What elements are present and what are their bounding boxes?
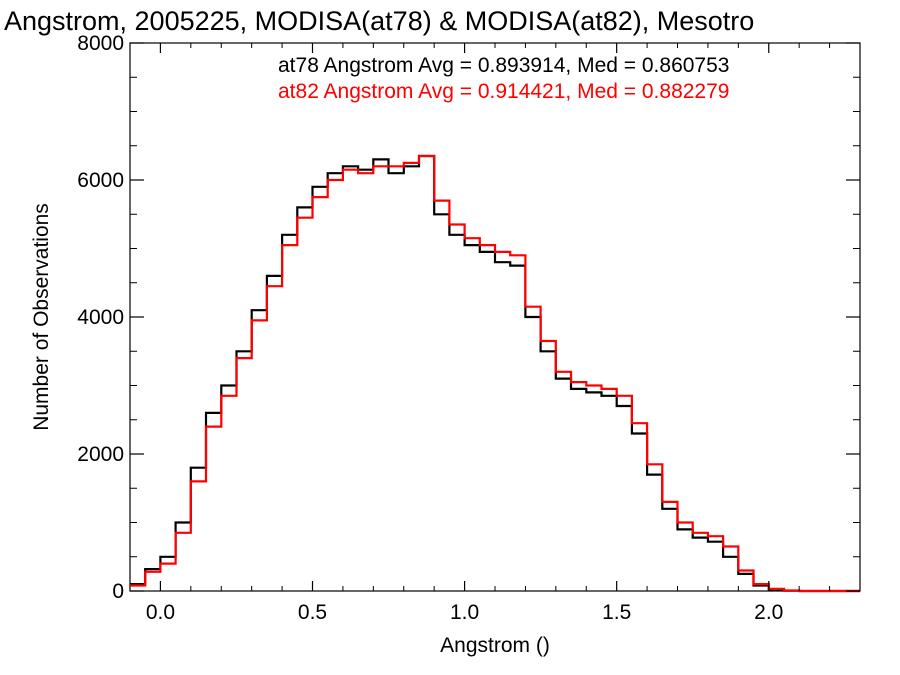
y-tick-label: 4000 <box>77 306 124 329</box>
annotation-at82: at82 Angstrom Avg = 0.914421, Med = 0.88… <box>278 80 729 103</box>
series-line-1 <box>130 154 860 593</box>
x-tick-label: 0.0 <box>146 601 175 624</box>
y-tick-label: 0 <box>112 580 124 603</box>
series-layer <box>130 154 860 593</box>
annotation-at78: at78 Angstrom Avg = 0.893914, Med = 0.86… <box>278 54 729 77</box>
y-tick-label: 8000 <box>77 32 124 55</box>
x-axis: 0.0 0.5 1.0 1.5 2.0 <box>129 43 861 624</box>
y-tick-label: 6000 <box>77 169 124 192</box>
plot-frame <box>129 42 861 592</box>
x-tick-label: 0.5 <box>298 601 327 624</box>
series-line-0 <box>130 154 860 593</box>
x-axis-label: Angstrom () <box>440 634 550 657</box>
y-axis-label: Number of Observations <box>30 203 53 431</box>
x-tick-label: 1.0 <box>450 601 479 624</box>
chart-title: Angstrom, 2005225, MODISA(at78) & MODISA… <box>4 6 754 36</box>
plot-area: 0.0 0.5 1.0 1.5 2.0 0 2000 4000 6000 8000 <box>77 32 861 624</box>
y-tick-label: 2000 <box>77 443 124 466</box>
x-tick-label: 1.5 <box>602 601 631 624</box>
y-axis: 0 2000 4000 6000 8000 <box>77 32 860 603</box>
x-tick-label: 2.0 <box>754 601 783 624</box>
